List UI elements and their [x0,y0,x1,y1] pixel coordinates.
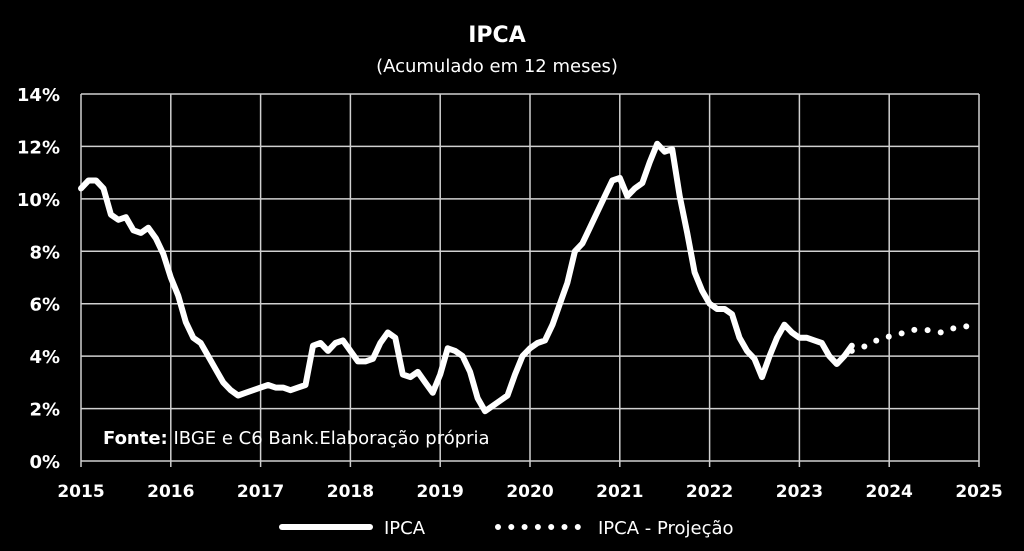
x-tick-label: 2022 [686,482,733,502]
y-tick-label: 0% [29,452,60,473]
y-tick-label: 6% [29,295,60,316]
x-tick-label: 2017 [237,482,284,502]
x-tick-label: 2023 [776,482,823,502]
x-tick-label: 2019 [417,482,464,502]
chart-series [78,140,982,415]
series-line-ipca-projecao [848,323,982,354]
y-axis-tick-labels: 0% 2% 4% 6% 8% 10% 12% 14% [17,85,60,473]
x-tick-label: 2015 [57,482,104,502]
chart-grid [80,93,980,467]
x-tick-label: 2025 [955,482,1002,502]
legend-label-ipca: IPCA [384,518,426,539]
chart-title: IPCA [468,23,525,48]
y-tick-label: 14% [17,85,60,106]
source-note: Fonte: IBGE e C6 Bank.Elaboração própria [103,428,490,449]
chart-legend: IPCA IPCA - Projeção [279,518,734,539]
x-tick-label: 2024 [866,482,913,502]
x-tick-label: 2021 [596,482,643,502]
source-prefix: Fonte: [103,428,168,449]
x-axis-tick-labels: 2015 2016 2017 2018 2019 2020 2021 2022 2023 2024… [57,482,1002,502]
y-tick-label: 8% [29,242,60,263]
chart-subtitle: (Acumulado em 12 meses) [376,56,618,77]
series-line-ipca [78,140,855,415]
x-tick-label: 2020 [506,482,553,502]
legend-label-ipca-projecao: IPCA - Projeção [598,518,734,539]
x-tick-label: 2018 [327,482,374,502]
y-tick-label: 4% [29,347,60,368]
y-tick-label: 10% [17,190,60,211]
y-tick-label: 2% [29,400,60,421]
x-tick-label: 2016 [147,482,194,502]
source-text: IBGE e C6 Bank.Elaboração própria [168,428,490,449]
y-tick-label: 12% [17,137,60,158]
